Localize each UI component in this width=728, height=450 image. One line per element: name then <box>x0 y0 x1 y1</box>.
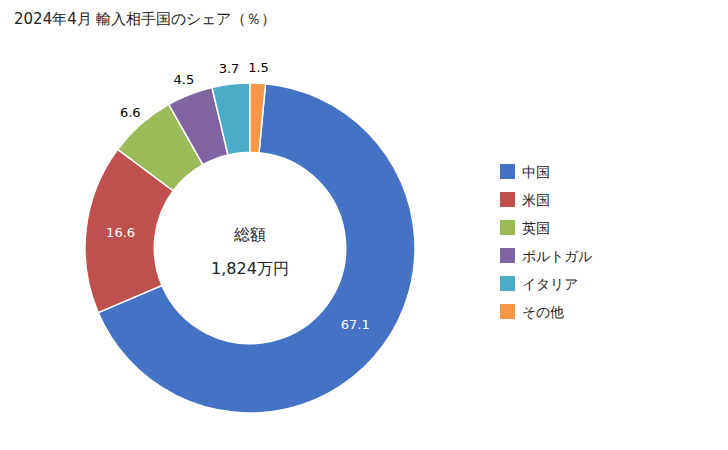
legend-label: その他 <box>522 304 564 320</box>
data-label: 1.5 <box>248 60 269 75</box>
legend-item: 米国 <box>500 192 550 208</box>
legend: 中国米国英国ボルトガルイタリアその他 <box>500 164 592 320</box>
legend-item: その他 <box>500 304 564 320</box>
center-label: 1,824万円 <box>211 259 289 278</box>
legend-swatch <box>500 304 515 319</box>
legend-swatch <box>500 276 515 291</box>
legend-swatch <box>500 220 515 235</box>
legend-label: ボルトガル <box>522 248 592 264</box>
legend-label: 英国 <box>522 220 550 236</box>
legend-item: イタリア <box>500 276 578 292</box>
slice <box>212 83 250 155</box>
data-label: 67.1 <box>341 317 370 332</box>
legend-item: 英国 <box>500 220 550 236</box>
legend-swatch <box>500 248 515 263</box>
center-label: 総額 <box>233 225 266 244</box>
chart: 2024年4月 輸入相手国のシェア（％） 67.1 16.6 6.6 4.5 3.7 1.5… <box>0 0 728 450</box>
legend-swatch <box>500 192 515 207</box>
legend-item: ボルトガル <box>500 248 592 264</box>
slice <box>250 83 266 153</box>
data-label: 6.6 <box>120 105 141 120</box>
legend-label: 米国 <box>522 192 550 208</box>
data-label: 4.5 <box>174 72 195 87</box>
legend-swatch <box>500 164 515 179</box>
legend-label: イタリア <box>522 276 578 292</box>
legend-label: 中国 <box>522 164 550 180</box>
data-labels: 67.1 16.6 6.6 4.5 3.7 1.5 <box>106 60 370 333</box>
title: 2024年4月 輸入相手国のシェア（％） <box>14 10 277 28</box>
data-label: 3.7 <box>219 61 240 76</box>
data-label: 16.6 <box>106 225 135 240</box>
legend-item: 中国 <box>500 164 550 180</box>
plot <box>85 83 415 413</box>
